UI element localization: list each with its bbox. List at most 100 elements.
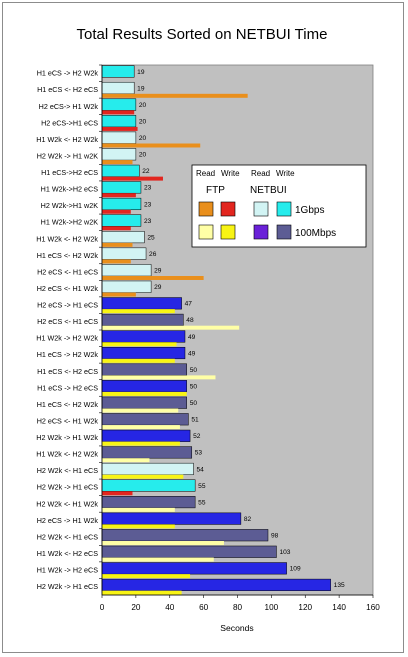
- bar-ftp: [102, 391, 187, 396]
- x-tick-label: 0: [100, 603, 105, 612]
- legend: Read Write Read Write FTP NETBUI 1Gbps 100Mbps: [191, 164, 367, 248]
- value-label: 51: [191, 417, 199, 424]
- bar-ftp: [102, 425, 180, 430]
- value-label: 23: [144, 185, 152, 192]
- legend-ftp: FTP: [206, 185, 225, 196]
- legend-1gbps: 1Gbps: [295, 205, 324, 216]
- category-label: H1 W2k <- H2 W2k: [36, 234, 98, 243]
- bar-netbui: [101, 297, 182, 310]
- category-label: H1 W2k->H2 eCS: [41, 185, 99, 194]
- category-label: H2 W2k -> H1 w2K: [37, 151, 99, 160]
- category-label: H2 W2k -> H1 W2k: [36, 433, 98, 442]
- category-label: H2 W2k -> H1 eCS: [37, 483, 99, 492]
- value-label: 135: [334, 582, 345, 589]
- value-label: 103: [279, 549, 290, 556]
- legend-header: Write: [276, 169, 295, 178]
- bar-ftp: [102, 226, 131, 231]
- category-label: H1 W2k <- H2 W2k: [36, 135, 98, 144]
- bar-ftp: [102, 408, 179, 413]
- legend-header: Write: [221, 169, 240, 178]
- bar-netbui: [101, 214, 142, 227]
- category-label: H1 eCS <- H2 eCS: [37, 85, 98, 94]
- category-label: H1 eCS -> H2 W2k: [37, 350, 99, 359]
- legend-swatch: [220, 201, 236, 217]
- bar-ftp: [102, 524, 175, 529]
- category-label: H2 eCS <- H1 W2k: [37, 416, 99, 425]
- category-label: H1 eCS <- H2 eCS: [37, 367, 98, 376]
- bar-ftp: [102, 193, 136, 198]
- legend-100mbps: 100Mbps: [295, 228, 336, 239]
- bar-ftp: [102, 242, 133, 247]
- legend-swatch: [253, 224, 269, 240]
- x-tick-label: 100: [265, 603, 279, 612]
- bar-netbui: [101, 578, 331, 591]
- bar-ftp: [102, 160, 133, 165]
- value-label: 50: [190, 400, 198, 407]
- bar-netbui: [101, 512, 242, 525]
- legend-swatch: [276, 224, 292, 240]
- value-label: 50: [190, 383, 198, 390]
- bar-ftp: [102, 143, 201, 148]
- value-label: 29: [154, 284, 162, 291]
- bar-netbui: [101, 98, 137, 111]
- category-label: H2 W2k <- H1 eCS: [37, 532, 99, 541]
- bar-netbui: [101, 429, 191, 442]
- category-label: H1 W2k <- H2 eCS: [37, 549, 99, 558]
- bar-netbui: [101, 413, 189, 426]
- bar-ftp: [102, 574, 191, 579]
- value-label: 52: [193, 433, 201, 440]
- bar-ftp: [102, 93, 248, 98]
- bar-ftp: [102, 507, 175, 512]
- category-label: H2 eCS->H1 eCS: [41, 118, 98, 127]
- bar-netbui: [101, 346, 186, 360]
- legend-header: Read: [251, 169, 270, 178]
- bar-ftp: [102, 491, 133, 496]
- value-label: 22: [142, 168, 150, 175]
- bar-netbui: [101, 363, 187, 376]
- category-label: H1 eCS -> H2 W2k: [37, 69, 99, 78]
- bar-netbui: [101, 529, 269, 542]
- value-label: 49: [188, 334, 196, 341]
- x-tick-label: 20: [131, 603, 141, 612]
- bar-netbui: [101, 231, 145, 244]
- bar-ftp: [102, 325, 240, 330]
- bar-ftp: [102, 557, 214, 562]
- value-label: 54: [196, 466, 204, 473]
- category-label: H1 eCS -> H2 eCS: [37, 383, 98, 392]
- bar-ftp: [102, 126, 138, 131]
- x-tick-label: 60: [199, 603, 209, 612]
- bar-ftp: [102, 458, 150, 463]
- category-label: H2 W2k <- H1 eCS: [37, 466, 99, 475]
- bar-ftp: [102, 110, 135, 115]
- value-label: 29: [154, 268, 162, 275]
- x-tick-label: 80: [233, 603, 243, 612]
- category-label: H2 eCS -> H1 W2k: [37, 516, 99, 525]
- value-label: 20: [139, 135, 147, 142]
- bar-netbui: [101, 81, 135, 95]
- value-label: 48: [186, 317, 194, 324]
- value-label: 50: [190, 367, 198, 374]
- bar-ftp: [102, 209, 131, 214]
- bar-ftp: [102, 375, 216, 380]
- bar-netbui: [101, 65, 135, 78]
- value-label: 55: [198, 483, 206, 490]
- bar-netbui: [101, 446, 193, 459]
- category-label: H1 W2k -> H2 W2k: [36, 334, 98, 343]
- bar-ftp: [102, 259, 131, 264]
- category-label: H2 W2k->H1 w2K: [41, 201, 99, 210]
- legend-swatch: [198, 201, 214, 217]
- category-label: H1 W2k <- H2 W2k: [36, 450, 98, 459]
- bar-netbui: [101, 247, 147, 260]
- chart-title: Total Results Sorted on NETBUI Time: [77, 26, 328, 43]
- bar-netbui: [101, 164, 140, 177]
- value-label: 19: [137, 85, 145, 92]
- bar-netbui: [101, 280, 152, 293]
- bar-ftp: [102, 309, 175, 314]
- bar-netbui: [101, 496, 196, 509]
- value-label: 98: [271, 533, 279, 540]
- bar-netbui: [101, 197, 142, 211]
- x-tick-label: 40: [165, 603, 175, 612]
- value-label: 20: [139, 152, 147, 159]
- x-tick-label: 120: [298, 603, 312, 612]
